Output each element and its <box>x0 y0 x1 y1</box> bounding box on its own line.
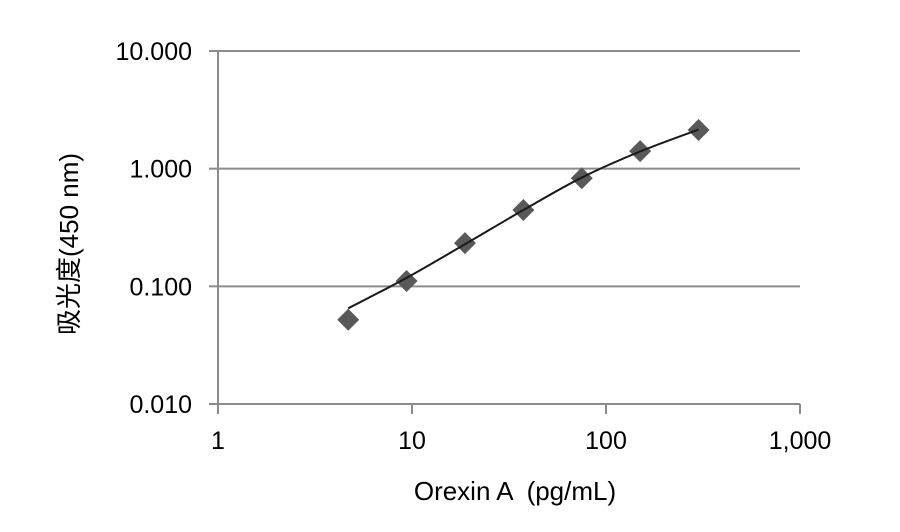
x-tick-label: 1 <box>211 427 225 455</box>
y-tick-label: 1.000 <box>129 156 192 184</box>
x-tick-label: 10 <box>398 427 426 455</box>
y-axis-label: 吸光度(450 nm) <box>54 153 84 335</box>
y-tick-label: 10.000 <box>116 38 192 66</box>
x-axis-label: Orexin A (pg/mL) <box>414 476 616 506</box>
data-point <box>337 308 360 331</box>
fit-curve <box>347 128 699 310</box>
y-tick-label: 0.010 <box>129 391 192 419</box>
y-tick-label: 0.100 <box>129 273 192 301</box>
x-tick-label: 1,000 <box>769 427 832 455</box>
x-tick-label: 100 <box>585 427 627 455</box>
